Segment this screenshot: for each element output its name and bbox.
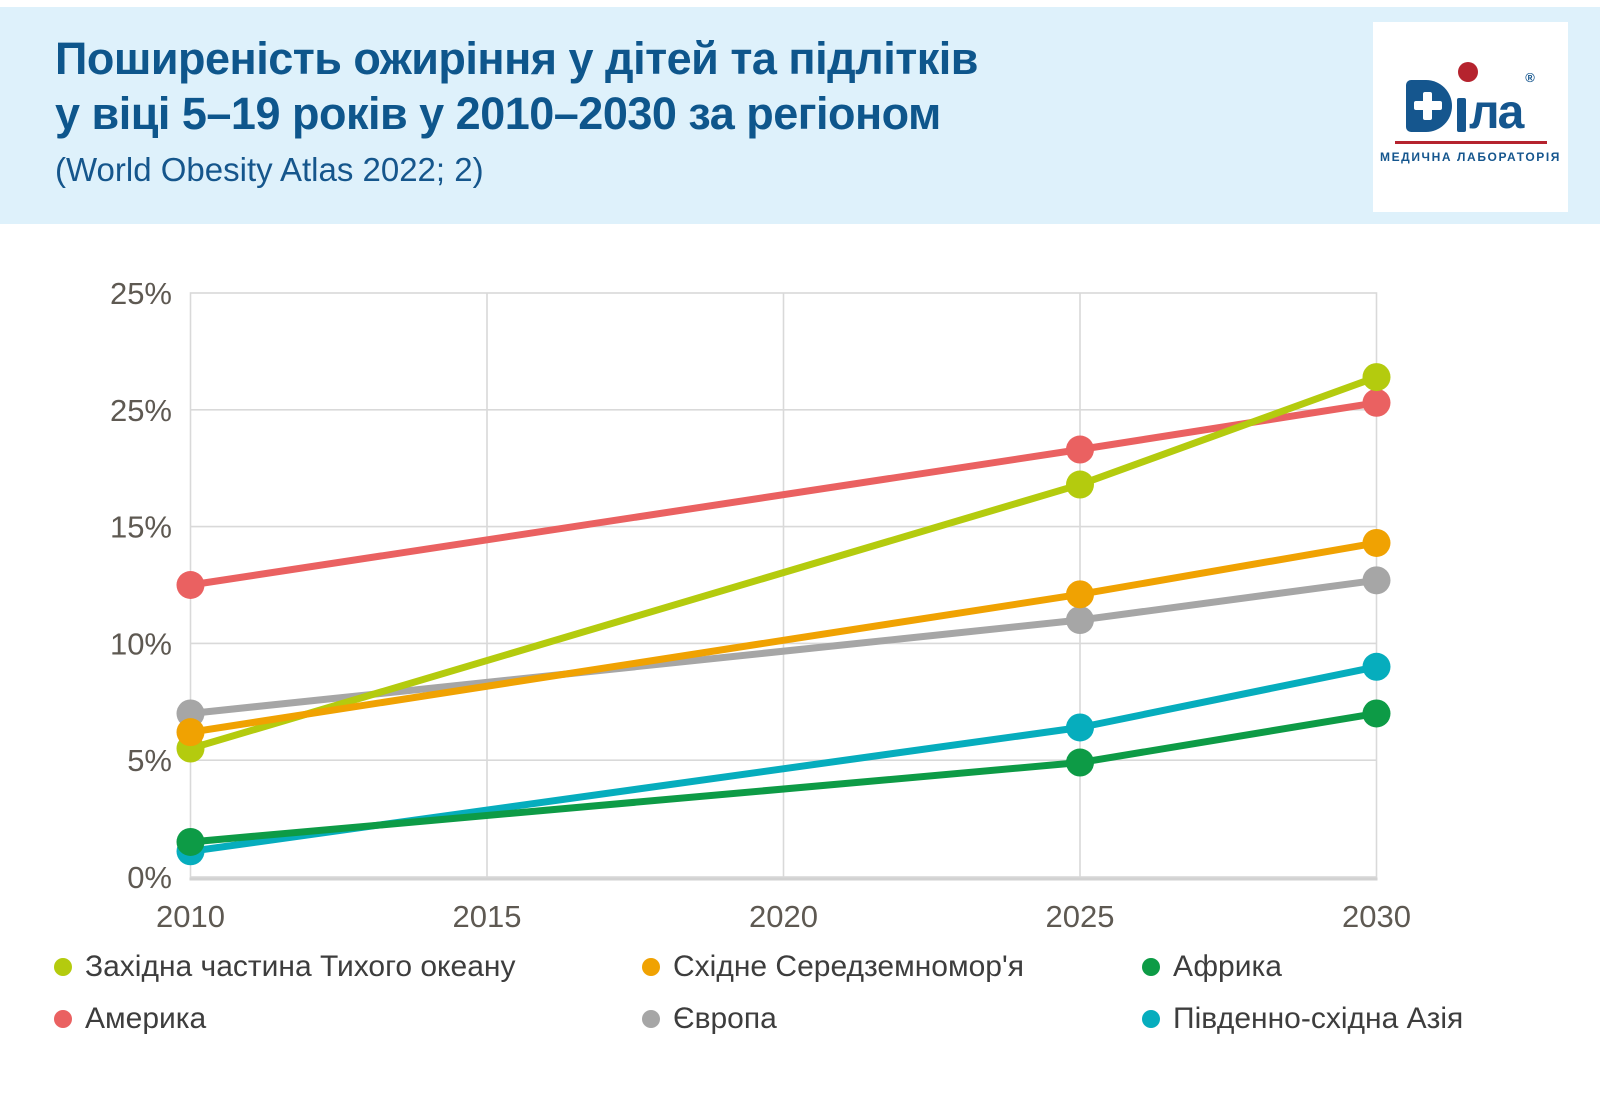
x-axis-tick-label: 2020 [749, 899, 818, 934]
data-point-series-1-2025 [1066, 748, 1094, 777]
legend-item: Африка [1142, 948, 1463, 986]
legend-item: Європа [642, 1000, 1142, 1038]
x-axis-tick-label: 2025 [1046, 899, 1115, 934]
page-title-line1: Поширеність ожиріння у дітей та підліткі… [55, 33, 978, 84]
y-axis-tick-label: 0% [127, 860, 172, 895]
data-point-series-4-2030 [1362, 363, 1391, 392]
logo-divider [1394, 141, 1547, 144]
legend-dot-icon [54, 1010, 72, 1028]
logo-tagline: МЕДИЧНА ЛАБОРАТОРІЯ [1379, 150, 1562, 164]
legend-dot-icon [642, 1010, 660, 1028]
page-title-line2: у віці 5–19 років у 2010–2030 за регіоно… [55, 87, 941, 139]
legend-item: Західна частина Тихого океану [54, 948, 642, 986]
logo-d-cross-icon [1406, 80, 1453, 132]
y-axis-tick-label: 15% [110, 510, 172, 545]
data-point-series-3-2030 [1362, 388, 1391, 417]
dila-logo-wordmark: ла ® [1406, 62, 1535, 139]
legend-dot-icon [642, 958, 660, 976]
logo-letter-i [1457, 98, 1467, 132]
data-point-series-3-2010 [176, 571, 205, 599]
y-axis-tick-label: 10% [110, 626, 172, 661]
data-point-series-2-2030 [1362, 566, 1391, 595]
x-axis-tick-label: 2015 [453, 899, 522, 934]
x-axis-tick-label: 2030 [1342, 899, 1411, 934]
logo-red-dot-icon [1458, 62, 1479, 82]
legend-item: Південно-східна Азія [1142, 1000, 1463, 1038]
y-axis-tick-label: 25% [110, 276, 172, 311]
data-point-series-5-2025 [1066, 580, 1094, 609]
logo-letters: ла [1469, 85, 1524, 139]
legend-item: Східне Середземномор'я [642, 948, 1142, 986]
data-point-series-5-2010 [176, 718, 205, 747]
data-point-series-1-2010 [176, 827, 205, 856]
registered-trademark-icon: ® [1525, 70, 1535, 85]
legend-label: Східне Середземномор'я [673, 950, 1024, 983]
data-point-series-2-2025 [1066, 606, 1094, 635]
data-point-series-0-2025 [1066, 713, 1094, 742]
data-point-series-5-2030 [1362, 528, 1391, 557]
page-title: Поширеність ожиріння у дітей та підліткі… [55, 32, 1600, 142]
legend-label: Західна частина Тихого океану [85, 950, 516, 983]
header-banner: Поширеність ожиріння у дітей та підліткі… [0, 7, 1600, 224]
chart-legend: Західна частина Тихого океану Східне Сере… [54, 948, 1463, 1038]
legend-dot-icon [1142, 1010, 1160, 1028]
dila-logo: ла ® МЕДИЧНА ЛАБОРАТОРІЯ [1373, 22, 1568, 212]
page-subtitle: (World Obesity Atlas 2022; 2) [55, 150, 484, 188]
legend-label: Америка [85, 1002, 207, 1035]
y-axis-tick-label: 25% [110, 393, 172, 428]
legend-label: Південно-східна Азія [1173, 1002, 1464, 1035]
legend-label: Африка [1173, 950, 1282, 983]
data-point-series-3-2025 [1066, 435, 1094, 464]
legend-dot-icon [1142, 958, 1160, 976]
data-point-series-4-2025 [1066, 470, 1094, 499]
legend-dot-icon [54, 958, 72, 976]
x-axis-tick-label: 2010 [156, 899, 225, 934]
data-point-series-1-2030 [1362, 699, 1391, 728]
obesity-trend-chart: 25% 25% 15% 10% 5% 0% 2010 2015 2020 2025 2030 [110, 276, 1411, 934]
data-point-series-0-2030 [1362, 652, 1391, 681]
legend-item: Америка [54, 1000, 642, 1038]
y-axis-tick-label: 5% [127, 743, 172, 778]
legend-label: Європа [673, 1002, 777, 1035]
